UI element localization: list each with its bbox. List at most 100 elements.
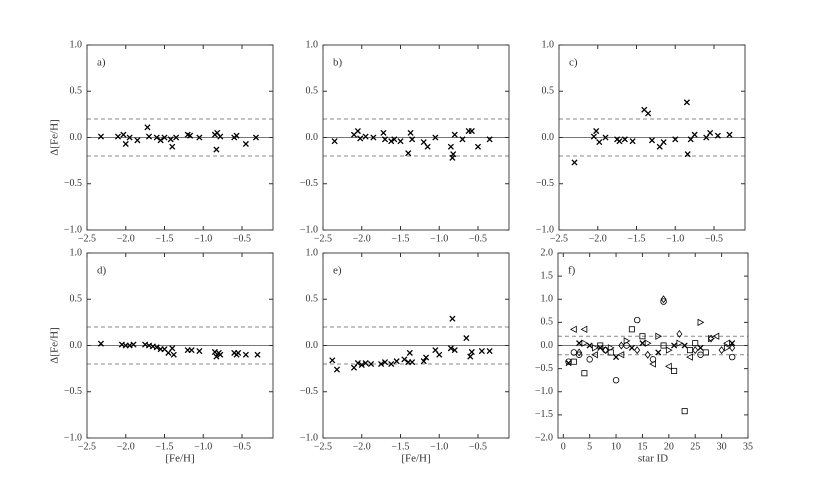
marker-x — [367, 360, 375, 368]
marker-x — [242, 351, 249, 358]
marker-circle — [728, 353, 736, 361]
y-tick-label: −0.5 — [300, 386, 318, 397]
y-tick-label: 0.0 — [306, 132, 319, 143]
x-tick-label: 25 — [690, 441, 700, 452]
x-tick-label: 0 — [561, 441, 566, 452]
marker-x — [388, 360, 395, 368]
x-tick-label: −1.5 — [391, 233, 409, 244]
marker-x — [628, 344, 635, 351]
marker-x — [254, 351, 261, 358]
marker-x — [233, 132, 240, 139]
plot-frame — [558, 44, 746, 231]
marker-x — [126, 134, 133, 141]
marker-x — [169, 345, 176, 352]
marker-x — [357, 135, 364, 142]
x-tick-label: −2.5 — [550, 233, 568, 244]
x-tick-label: 5 — [587, 441, 592, 452]
panel: −2.5 −2.0 −1.5 −1.0 −0.5 −1.0 −0.5 0.0 0.5 1.0 b) — [300, 39, 510, 244]
marker-x — [409, 136, 416, 143]
marker-x — [217, 133, 224, 140]
marker-triangle-left — [569, 325, 577, 333]
marker-x — [450, 151, 457, 158]
marker-x — [188, 347, 195, 354]
y-tick-label: 1.0 — [306, 247, 319, 258]
x-tick-label: 35 — [743, 441, 753, 452]
marker-x — [468, 348, 475, 356]
marker-square — [692, 340, 699, 347]
y-tick-label: −1.5 — [535, 409, 553, 420]
x-tick-label: 20 — [664, 441, 674, 452]
panel-label: f) — [568, 265, 576, 277]
marker-x — [432, 134, 439, 141]
y-tick-label: 0.0 — [542, 132, 555, 143]
marker-x — [726, 131, 733, 138]
marker-x — [196, 134, 203, 141]
marker-x — [596, 139, 603, 146]
x-tick-label: −2.0 — [117, 233, 135, 244]
marker-circle — [660, 298, 667, 305]
marker-x — [393, 358, 400, 365]
marker-x — [474, 143, 482, 150]
x-tick-label: −0.5 — [469, 233, 487, 244]
x-tick-label: −1.0 — [430, 233, 448, 244]
marker-x — [459, 136, 466, 143]
x-tick-label: −2.0 — [353, 441, 371, 452]
x-tick-label: −2.0 — [589, 233, 607, 244]
y-tick-label: 1.0 — [70, 39, 83, 50]
x-tick-label: −1.5 — [155, 441, 173, 452]
marker-x — [213, 146, 220, 153]
marker-x — [153, 134, 160, 141]
marker-triangle-right — [644, 339, 652, 347]
marker-x — [407, 129, 414, 136]
x-tick-label: −0.5 — [705, 233, 723, 244]
marker-x — [447, 143, 454, 150]
plot-frame — [86, 44, 274, 231]
marker-x — [681, 342, 688, 349]
x-tick-label: −1.0 — [430, 441, 448, 452]
marker-x — [684, 151, 691, 158]
marker-x — [122, 140, 129, 148]
marker-diamond — [602, 346, 609, 355]
y-tick-label: 1.0 — [541, 294, 554, 305]
marker-x — [397, 138, 404, 145]
marker-diamond — [718, 346, 725, 355]
x-tick-label: −1.5 — [155, 233, 173, 244]
marker-circle — [575, 351, 583, 358]
marker-x — [593, 127, 600, 135]
marker-x — [660, 139, 667, 146]
marker-triangle-right — [581, 339, 589, 347]
y-tick-label: 0.5 — [306, 294, 319, 305]
marker-triangle-left — [617, 351, 625, 359]
panel: −2.5 −2.0 −1.5 −1.0 −0.5 −1.0 −0.5 0.0 0.5 1.0 d) [… — [49, 247, 274, 465]
marker-circle — [633, 316, 641, 324]
marker-x — [697, 344, 704, 351]
marker-x — [602, 134, 609, 141]
marker-x — [187, 132, 194, 139]
marker-x — [406, 349, 413, 356]
x-tick-label: 30 — [717, 441, 727, 452]
marker-x — [691, 131, 698, 138]
y-tick-label: −1.0 — [536, 224, 554, 235]
marker-x — [639, 340, 646, 347]
marker-x — [157, 137, 164, 144]
marker-x — [616, 138, 623, 145]
marker-x — [362, 133, 369, 140]
marker-x — [354, 127, 361, 135]
x-tick-label: 10 — [611, 441, 621, 452]
x-axis-label: [Fe/H] — [401, 453, 430, 465]
marker-x — [683, 99, 690, 106]
x-tick-label: −1.0 — [194, 441, 212, 452]
y-tick-label: 0.0 — [70, 340, 83, 351]
y-tick-label: 0.5 — [306, 86, 319, 97]
marker-x — [648, 137, 656, 144]
panel: −2.5 −2.0 −1.5 −1.0 −0.5 −1.0 −0.5 0.0 0.5 1.0 e) [… — [300, 247, 510, 465]
y-tick-label: −0.5 — [536, 178, 554, 189]
marker-x — [565, 360, 572, 367]
marker-x — [672, 136, 679, 143]
marker-triangle-right — [723, 344, 731, 352]
marker-x — [467, 353, 474, 360]
marker-x — [358, 361, 365, 368]
marker-square — [681, 408, 688, 415]
marker-x — [378, 360, 385, 368]
marker-triangle-right — [697, 318, 705, 327]
